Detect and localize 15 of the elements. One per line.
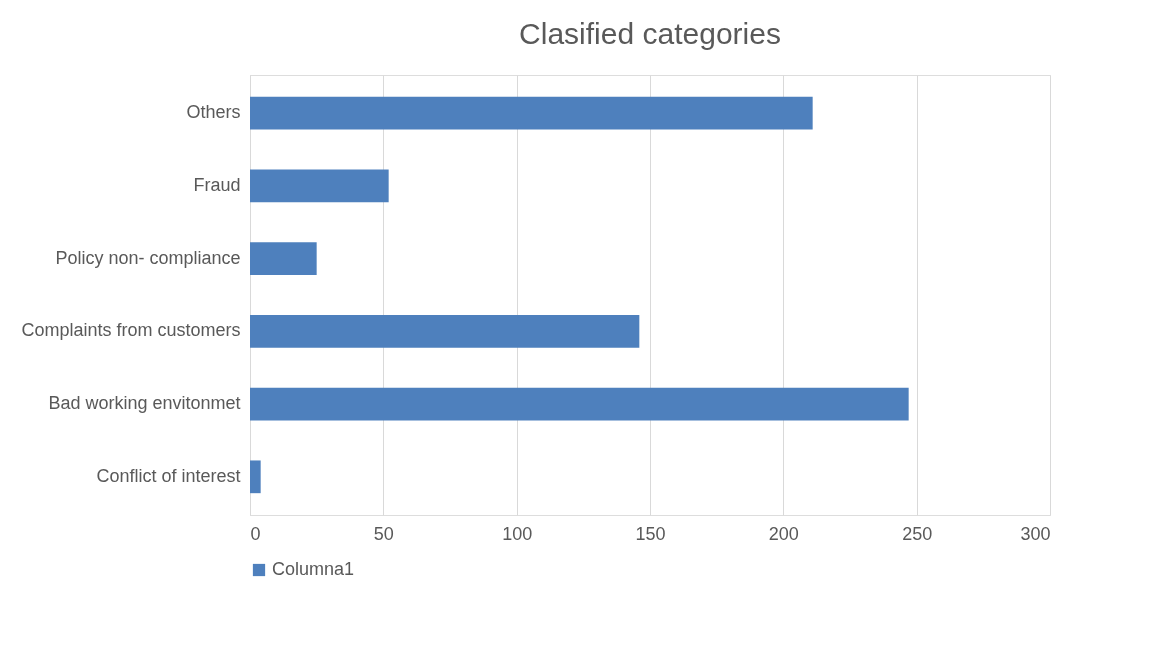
legend-label: Columna1	[272, 559, 355, 579]
y-tick-label: Fraud	[193, 174, 241, 195]
chart-title: Clasified categories	[519, 17, 781, 50]
y-tick-label: Others	[186, 102, 241, 123]
x-tick-label: 50	[373, 523, 394, 544]
y-tick-label: Complaints from customers	[21, 320, 241, 341]
x-tick-label: 0	[250, 523, 261, 544]
x-tick-label: 200	[768, 523, 799, 544]
y-tick-label: Policy non- compliance	[55, 247, 241, 268]
x-tick-label: 250	[902, 523, 933, 544]
x-tick-label: 150	[635, 523, 666, 544]
y-tick-label: Bad working envitonmet	[48, 393, 241, 414]
y-tick-label: Conflict of interest	[96, 465, 241, 486]
x-tick-label: 300	[1020, 523, 1051, 544]
x-tick-label: 100	[502, 523, 533, 544]
